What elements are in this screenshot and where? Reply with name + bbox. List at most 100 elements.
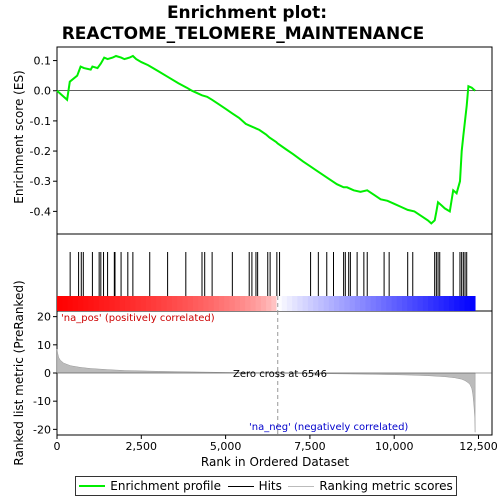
band-segment <box>192 296 199 311</box>
band-segment <box>145 296 152 311</box>
band-segment <box>386 296 392 311</box>
band-segment <box>198 296 204 311</box>
band-segment <box>177 296 183 311</box>
ranked-metric-area <box>56 348 476 433</box>
band-segment <box>161 296 168 311</box>
band-segment <box>407 296 413 311</box>
pos-annotation: 'na_pos' (positively correlated) <box>61 313 215 324</box>
band-segment <box>135 296 142 311</box>
band-segment <box>245 296 251 311</box>
band-segment <box>391 296 398 311</box>
band-segment <box>401 296 408 311</box>
band-segment <box>88 296 94 311</box>
band-segment <box>381 296 387 311</box>
band-segment <box>93 296 100 311</box>
band-segment <box>166 296 173 311</box>
band-segment <box>339 296 345 311</box>
band-segment <box>334 296 340 311</box>
band-segment <box>255 296 262 311</box>
legend-label-metric: Ranking metric scores <box>319 479 453 493</box>
band-segment <box>104 296 110 311</box>
band-segment <box>208 296 215 311</box>
band-segment <box>323 296 330 311</box>
es-y-ticks: 0.1 0.0 -0.1 -0.2 -0.3 -0.4 <box>30 55 57 218</box>
band-segment <box>234 296 241 311</box>
legend-item-hits: Hits <box>227 479 282 493</box>
ranked-tick-label: 10 <box>37 339 51 352</box>
band-segment <box>140 296 147 311</box>
band-segment <box>375 296 382 311</box>
band-segment <box>182 296 189 311</box>
x-tick-label: 7,500 <box>294 440 326 453</box>
band-segment <box>302 296 309 311</box>
band-segment <box>67 296 74 311</box>
band-segment <box>83 296 89 311</box>
band-segment <box>443 296 450 311</box>
x-tick-label: 5,000 <box>210 440 242 453</box>
band-segment <box>360 296 366 311</box>
band-segment <box>422 296 429 311</box>
band-segment <box>313 296 319 311</box>
es-tick-label: 0.1 <box>34 55 52 68</box>
legend-swatch-green <box>79 485 106 487</box>
band-segment <box>72 296 79 311</box>
es-tick-label: -0.4 <box>30 205 51 218</box>
band-segment <box>318 296 324 311</box>
legend-item-enrichment: Enrichment profile <box>79 479 221 493</box>
band-segment <box>98 296 105 311</box>
legend-swatch-black <box>227 485 254 487</box>
x-axis-label: Rank in Ordered Dataset <box>201 455 349 469</box>
band-segment <box>171 296 178 311</box>
legend: Enrichment profile Hits Ranking metric s… <box>75 476 457 496</box>
es-axis-label: Enrichment score (ES) <box>12 70 26 203</box>
ranked-tick-label: 0 <box>44 367 51 380</box>
es-tick-label: 0.0 <box>34 85 52 98</box>
ranked-tick-label: -10 <box>33 395 51 408</box>
legend-item-metric: Ranking metric scores <box>288 479 453 493</box>
band-segment <box>119 296 126 311</box>
es-tick-label: -0.2 <box>30 145 51 158</box>
legend-label-hits: Hits <box>258 479 282 493</box>
band-segment <box>281 296 288 311</box>
band-segment <box>151 296 157 311</box>
band-segment <box>370 296 377 311</box>
band-segment <box>417 296 424 311</box>
es-tick-label: -0.1 <box>30 115 51 128</box>
x-tick-label: 12,500 <box>459 440 498 453</box>
ranked-tick-label: -20 <box>33 423 51 436</box>
x-tick-label: 0 <box>54 440 61 453</box>
band-segment <box>203 296 209 311</box>
ranked-axis-label: Ranked list metric (PreRanked) <box>12 280 26 465</box>
band-segment <box>219 296 225 311</box>
band-segment <box>365 296 372 311</box>
ranked-layer <box>56 296 492 435</box>
band-segment <box>433 296 439 311</box>
band-segment <box>130 296 136 311</box>
band-segment <box>459 296 466 311</box>
band-segment <box>396 296 403 311</box>
band-segment <box>224 296 230 311</box>
band-segment <box>412 296 419 311</box>
band-segment <box>449 296 455 311</box>
chart-title-line-1: Enrichment plot: <box>167 3 327 23</box>
band-segment <box>286 296 293 311</box>
es-tick-label: -0.3 <box>30 175 51 188</box>
chart-title-line-2: REACTOME_TELOMERE_MAINTENANCE <box>62 24 425 44</box>
band-segment <box>307 296 314 311</box>
band-segment <box>213 296 220 311</box>
band-segment <box>229 296 236 311</box>
band-segment <box>349 296 356 311</box>
band-segment <box>266 296 272 311</box>
band-segment <box>328 296 335 311</box>
band-segment <box>77 296 84 311</box>
ranked-y-ticks: 20 10 0 -10 -20 <box>33 311 57 436</box>
band-segment <box>114 296 121 311</box>
band-segment <box>297 296 304 311</box>
band-segment <box>469 296 476 311</box>
band-segment <box>260 296 267 311</box>
neg-annotation: 'na_neg' (negatively correlated) <box>249 422 408 433</box>
band-segment <box>276 296 283 311</box>
band-segment <box>344 296 351 311</box>
es-series-line <box>56 54 476 225</box>
band-segment <box>354 296 361 311</box>
